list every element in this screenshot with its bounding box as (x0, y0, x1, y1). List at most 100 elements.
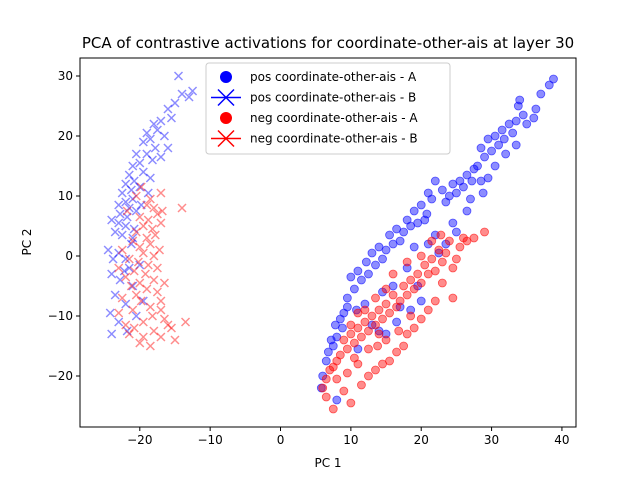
data-point (402, 257, 412, 267)
data-point (385, 230, 394, 240)
data-point (163, 143, 173, 153)
data-point (490, 161, 500, 171)
data-point (353, 266, 363, 276)
data-point (124, 329, 134, 339)
data-point (357, 332, 366, 342)
data-point (483, 134, 493, 144)
legend-label: pos coordinate-other-ais - B (250, 91, 416, 105)
data-point (427, 236, 437, 246)
data-point (152, 209, 162, 219)
data-point (360, 299, 370, 309)
data-point (499, 134, 509, 144)
series-2 (318, 227, 489, 414)
data-point (416, 200, 426, 210)
data-point (124, 254, 134, 264)
data-point (451, 227, 461, 237)
data-point (156, 116, 166, 126)
data-point (364, 326, 373, 336)
data-point (121, 221, 131, 231)
data-point (342, 368, 352, 378)
data-point (349, 353, 359, 363)
data-point (406, 275, 416, 285)
data-point (328, 362, 338, 372)
series-1 (103, 71, 198, 339)
data-point (170, 335, 180, 345)
data-point (364, 371, 373, 381)
data-point (122, 212, 132, 222)
data-point (321, 374, 331, 384)
y-tick-label: −10 (48, 309, 73, 323)
data-point (131, 149, 141, 159)
data-point (395, 302, 405, 312)
data-point (126, 281, 136, 291)
data-point (459, 233, 468, 243)
data-point (392, 302, 401, 312)
data-point (147, 224, 157, 234)
points-layer (103, 71, 558, 414)
data-point (448, 218, 458, 228)
data-point (321, 356, 331, 366)
data-point (188, 86, 198, 96)
data-point (371, 320, 380, 330)
data-point (138, 137, 148, 147)
data-point (346, 320, 356, 330)
data-point (152, 263, 162, 273)
data-point (129, 266, 139, 276)
data-point (469, 233, 479, 243)
data-point (455, 242, 465, 252)
data-point (110, 290, 120, 300)
data-point (156, 332, 166, 342)
data-point (406, 311, 416, 321)
data-point (392, 347, 401, 357)
data-point (549, 74, 558, 84)
data-point (145, 341, 155, 351)
y-axis-label: PC 2 (20, 228, 34, 255)
data-point (413, 269, 423, 279)
chart-title: PCA of contrastive activations for coord… (82, 34, 574, 52)
data-point (142, 284, 152, 294)
x-tick-label: −10 (197, 433, 222, 447)
data-point (321, 392, 331, 402)
data-point (108, 254, 118, 264)
data-point (323, 347, 333, 357)
data-point (136, 182, 146, 192)
data-point (121, 272, 131, 282)
data-point (170, 98, 180, 108)
data-point (114, 248, 124, 258)
data-point (434, 248, 444, 258)
data-point (152, 287, 162, 297)
data-point (374, 329, 384, 339)
data-point (402, 290, 412, 300)
data-point (147, 155, 157, 165)
data-point (107, 269, 117, 279)
legend-item: pos coordinate-other-ais - A (220, 70, 417, 84)
legend-label: neg coordinate-other-ais - B (250, 132, 418, 146)
data-point (156, 188, 166, 198)
data-point (138, 167, 148, 177)
data-point (114, 308, 124, 318)
data-point (381, 284, 391, 294)
data-point (135, 212, 145, 222)
data-point (129, 224, 139, 234)
data-point (117, 245, 127, 255)
data-point (122, 206, 132, 216)
data-point (145, 239, 155, 249)
data-point (147, 311, 157, 321)
x-axis-ticks: −20 −10 0 10 20 30 40 (127, 427, 570, 447)
legend-marker (220, 112, 232, 124)
data-point (138, 317, 148, 327)
data-point (318, 371, 328, 381)
data-point (441, 197, 451, 207)
y-tick-label: 10 (58, 189, 73, 203)
data-point (173, 71, 184, 81)
data-point (349, 338, 359, 348)
data-point (423, 239, 433, 249)
data-point (332, 374, 342, 384)
data-point (430, 296, 440, 306)
data-point (149, 203, 159, 213)
data-point (163, 320, 173, 330)
data-point (388, 269, 398, 279)
data-point (416, 278, 426, 288)
data-point (332, 395, 342, 405)
data-point (416, 296, 426, 306)
